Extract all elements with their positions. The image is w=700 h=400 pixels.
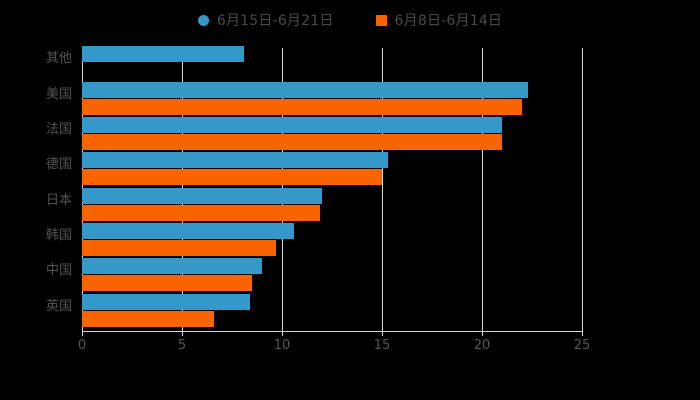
bar[interactable] (82, 116, 502, 133)
legend-label-1: 6月8日-6月14日 (394, 13, 503, 29)
y-axis-label: 中国 (45, 263, 72, 279)
y-axis-label: 德国 (45, 157, 72, 173)
y-axis-label: 韩国 (45, 228, 72, 244)
x-tick-mark (282, 331, 283, 336)
x-tick-label: 5 (177, 338, 187, 353)
bar[interactable] (82, 169, 382, 186)
x-tick-label: 10 (273, 338, 291, 353)
bar[interactable] (82, 258, 262, 275)
bar[interactable] (82, 98, 522, 115)
gridline (482, 48, 483, 331)
bar[interactable] (82, 204, 320, 221)
y-axis-label: 英国 (45, 298, 72, 314)
x-tick-mark (582, 331, 583, 336)
legend-entry-0[interactable]: 6月15日-6月21日 (197, 10, 334, 30)
bar-group (82, 152, 582, 186)
legend-dot-icon (197, 14, 209, 26)
x-axis-line (82, 331, 583, 332)
x-tick-mark (382, 331, 383, 336)
bar-group (82, 258, 582, 292)
bar[interactable] (82, 310, 214, 327)
plot-area (82, 46, 583, 331)
bar[interactable] (82, 46, 244, 63)
x-tick-label: 25 (573, 338, 591, 353)
chart-legend: 6月15日-6月21日 6月8日-6月14日 (0, 8, 700, 32)
bar[interactable] (82, 133, 502, 150)
y-axis-label: 日本 (45, 192, 72, 208)
bar[interactable] (82, 240, 276, 257)
x-tick-label: 0 (77, 338, 87, 353)
bar-group (82, 187, 582, 221)
bar[interactable] (82, 81, 528, 98)
gridline (582, 48, 583, 331)
y-axis-label: 法国 (45, 121, 72, 137)
legend-entry-1[interactable]: 6月8日-6月14日 (375, 10, 503, 30)
x-tick-label: 20 (473, 338, 491, 353)
bar-group (82, 293, 582, 327)
bar[interactable] (82, 223, 294, 240)
x-tick-label: 15 (373, 338, 391, 353)
x-tick-mark (482, 331, 483, 336)
bar-group (82, 46, 582, 79)
legend-label-0: 6月15日-6月21日 (216, 13, 334, 29)
gridline (382, 48, 383, 331)
bar[interactable] (82, 187, 322, 204)
bar[interactable] (82, 293, 250, 310)
x-tick-mark (82, 331, 83, 336)
y-axis-label: 其他 (45, 51, 72, 67)
bar-group (82, 81, 582, 115)
legend-square-icon (375, 14, 387, 26)
bar-group (82, 116, 582, 150)
x-tick-mark (182, 331, 183, 336)
bar[interactable] (82, 275, 252, 292)
bar[interactable] (82, 152, 388, 169)
bar-group (82, 223, 582, 257)
y-axis-label: 美国 (45, 86, 72, 102)
